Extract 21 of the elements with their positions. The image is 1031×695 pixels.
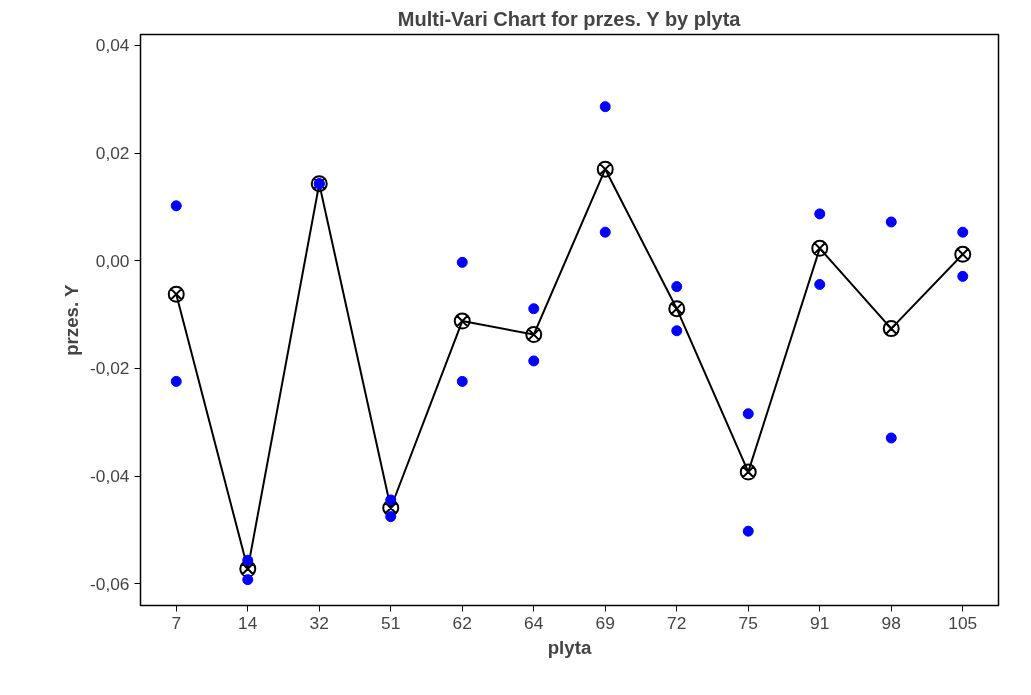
x-tick-label: 98 (881, 612, 901, 633)
chart-title: Multi-Vari Chart for przes. Y by plyta (397, 7, 742, 30)
y-tick-label: 0,02 (95, 143, 130, 164)
x-tick-label: 105 (948, 612, 978, 633)
x-tick-label: 72 (667, 612, 687, 633)
y-tick-label: -0,02 (90, 358, 130, 379)
x-tick-label: 51 (381, 612, 401, 633)
y-tick-label: -0,06 (90, 573, 130, 594)
x-tick-label: 7 (171, 612, 182, 633)
y-tick-label: 0,00 (95, 250, 130, 271)
x-axis-title: plyta (547, 636, 592, 658)
x-tick-label: 32 (309, 612, 329, 633)
x-tick-label: 69 (595, 612, 615, 633)
x-tick-label: 75 (738, 612, 758, 633)
x-tick-label: 91 (810, 612, 830, 633)
x-tick-label: 14 (238, 612, 258, 633)
x-tick-label: 64 (524, 612, 544, 633)
y-axis-title: przes. Y (61, 284, 82, 356)
y-tick-label: -0,04 (90, 466, 130, 487)
y-tick-label: 0,04 (95, 35, 130, 56)
x-tick-label: 62 (452, 612, 472, 633)
